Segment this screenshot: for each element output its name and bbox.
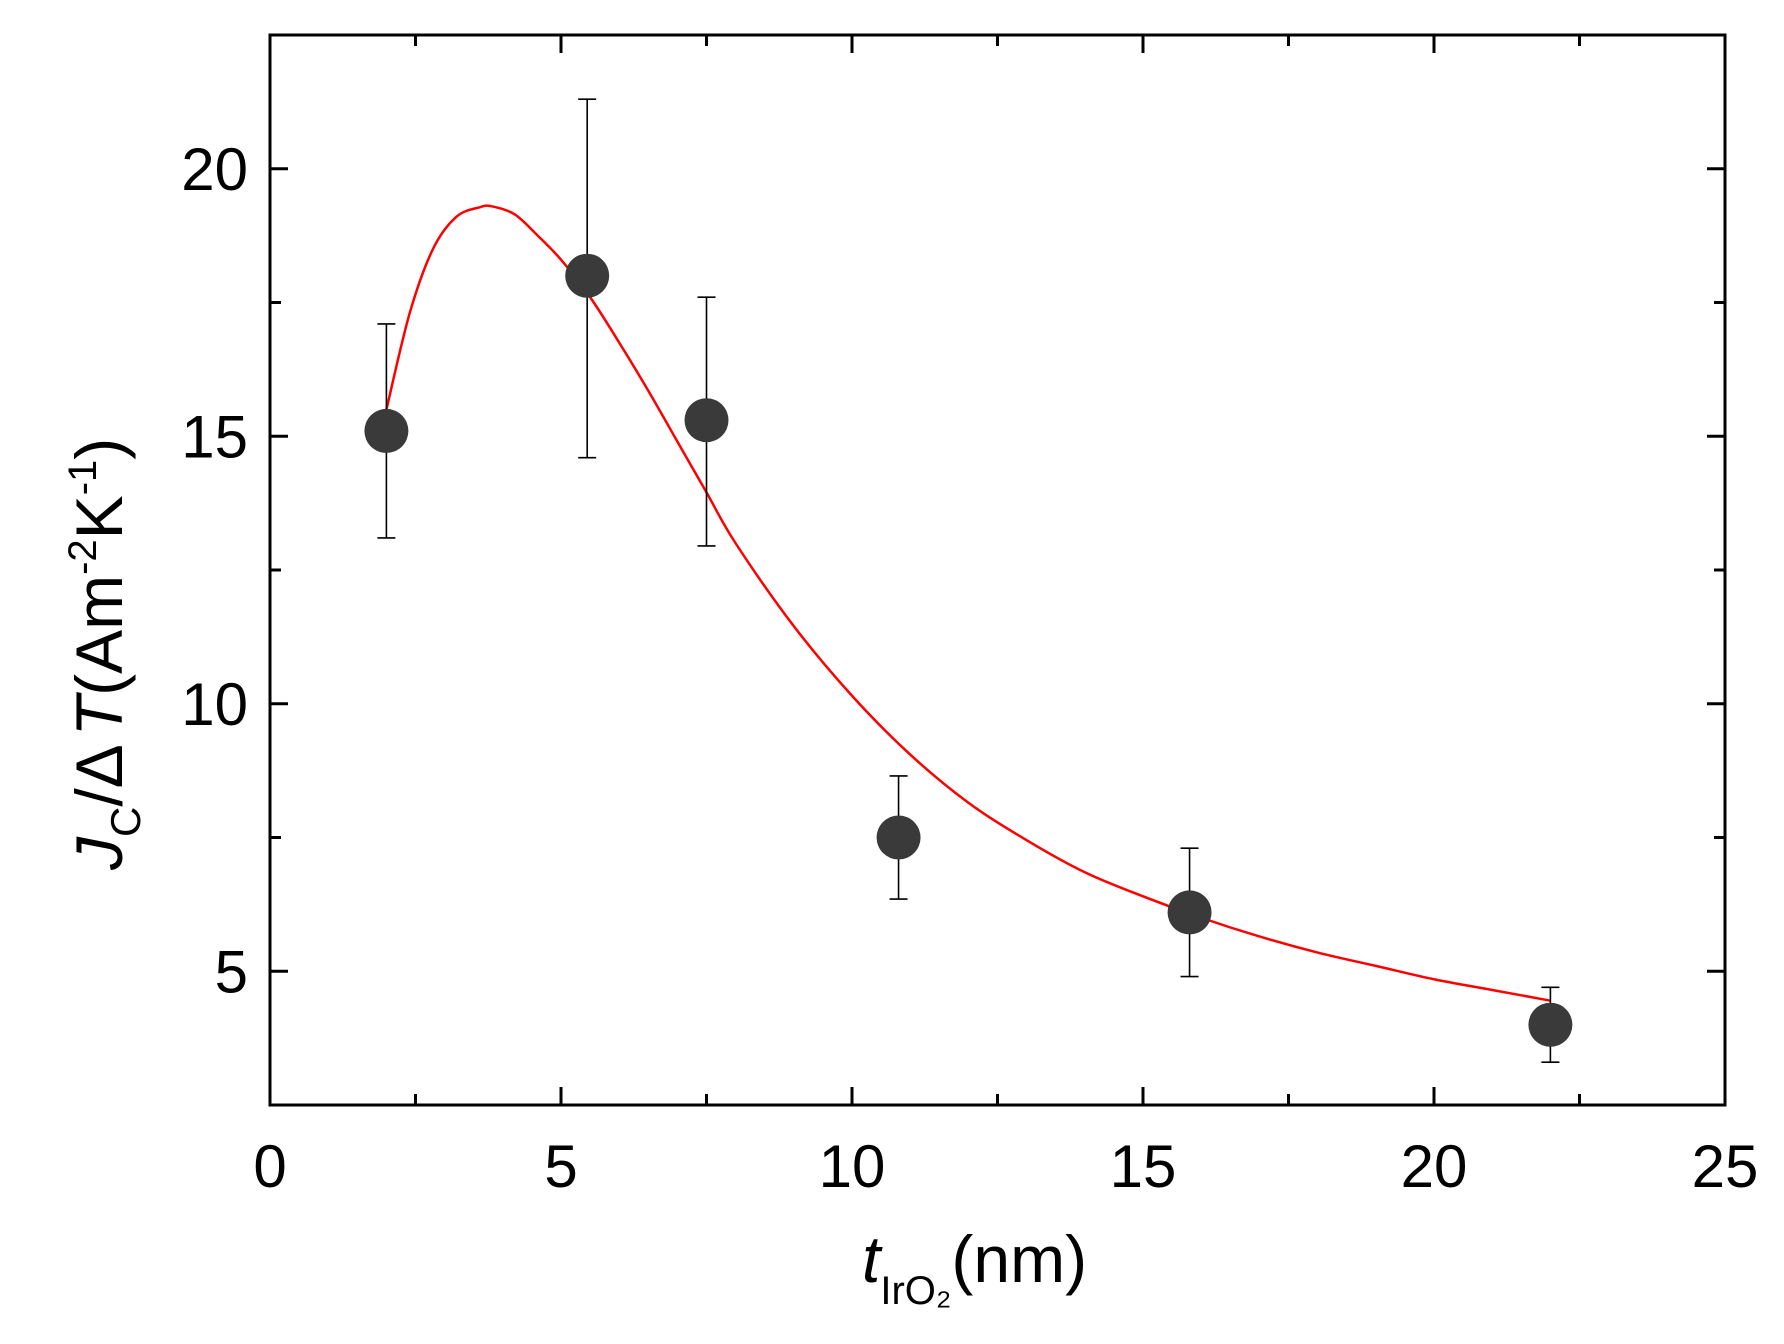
y-tick-label: 5 <box>215 938 248 1005</box>
y-axis-title-unit-open: (Am <box>62 575 136 696</box>
data-point <box>565 253 610 298</box>
fit-curve-layer <box>385 204 1551 1002</box>
x-tick-label: 0 <box>253 1133 286 1200</box>
y-axis-title-symbol: T <box>62 691 136 736</box>
data-point <box>684 398 729 443</box>
error-bars-layer <box>377 98 1560 1063</box>
x-axis-title-sub: IrO₂ <box>880 1269 951 1313</box>
x-tick-label: 15 <box>1110 1133 1177 1200</box>
y-axis-title-main: J <box>62 836 136 871</box>
y-axis-title-middle: /Δ <box>62 744 136 806</box>
y-axis-title-exp1: -2 <box>61 539 105 575</box>
plot-frame <box>268 33 1727 1107</box>
data-point <box>1528 1002 1573 1047</box>
x-axis-title-unit: (nm) <box>951 1222 1087 1296</box>
y-axis-title-sub: C <box>102 807 149 837</box>
x-axis-title: tIrO₂(nm) <box>862 1222 1087 1313</box>
y-axis-title-unit-close: ) <box>62 438 136 460</box>
data-point <box>364 408 409 453</box>
x-tick-label: 10 <box>819 1133 886 1200</box>
y-axis-title-exp2: -1 <box>61 460 105 496</box>
y-tick-label: 20 <box>181 136 248 203</box>
data-point <box>1167 890 1212 935</box>
data-points-layer <box>364 253 1573 1047</box>
axis-tick-labels: 0 5 10 15 20 25 5 10 15 20 <box>181 136 1758 1200</box>
y-axis-title-unit-k: K <box>62 495 136 539</box>
y-tick-label: 15 <box>181 403 248 470</box>
x-axis-title-main: t <box>862 1222 883 1296</box>
y-tick-label: 10 <box>181 671 248 738</box>
axis-ticks <box>268 35 1727 1105</box>
data-point <box>876 815 921 860</box>
x-tick-label: 5 <box>544 1133 577 1200</box>
x-tick-label: 25 <box>1692 1133 1759 1200</box>
y-axis-title: JC/Δ T(Am-2K-1) <box>61 438 149 871</box>
fit-curve <box>385 204 1551 1002</box>
x-tick-label: 20 <box>1401 1133 1468 1200</box>
